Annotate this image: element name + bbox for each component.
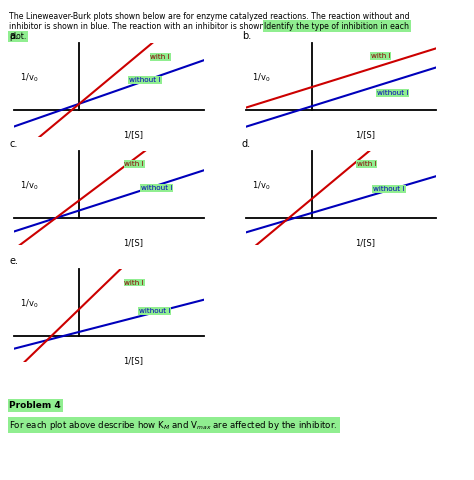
Text: a.: a. — [9, 31, 18, 41]
Text: with I: with I — [124, 280, 144, 286]
Text: Identify the type of inhibition in each: Identify the type of inhibition in each — [264, 22, 410, 31]
Text: 1/v$_0$: 1/v$_0$ — [20, 298, 39, 310]
Text: For each plot above describe how K$_M$ and V$_{max}$ are affected by the inhibit: For each plot above describe how K$_M$ a… — [9, 419, 338, 432]
Text: with I: with I — [371, 53, 391, 59]
Text: 1/[S]: 1/[S] — [123, 131, 143, 139]
Text: 1/[S]: 1/[S] — [355, 239, 375, 247]
Text: with I: with I — [357, 161, 376, 167]
Text: 1/v$_0$: 1/v$_0$ — [20, 72, 39, 84]
Text: e.: e. — [9, 256, 18, 266]
Text: plot.: plot. — [9, 32, 27, 41]
Text: c.: c. — [9, 139, 18, 149]
Text: 1/v$_0$: 1/v$_0$ — [20, 180, 39, 192]
Text: 1/[S]: 1/[S] — [123, 239, 143, 247]
Text: with I: with I — [151, 54, 170, 60]
Text: The Lineweaver-Burk plots shown below are for enzyme catalyzed reactions. The re: The Lineweaver-Burk plots shown below ar… — [9, 12, 410, 21]
Text: b.: b. — [242, 31, 251, 41]
Text: d.: d. — [242, 139, 251, 149]
Text: inhibitor is shown in blue. The reaction with an inhibitor is shown in red.: inhibitor is shown in blue. The reaction… — [9, 22, 295, 31]
Text: without I: without I — [129, 77, 161, 83]
Text: 1/v$_0$: 1/v$_0$ — [252, 72, 271, 84]
Text: 1/[S]: 1/[S] — [123, 356, 143, 365]
Text: without I: without I — [141, 185, 173, 191]
Text: 1/[S]: 1/[S] — [355, 131, 375, 139]
Text: with I: with I — [124, 161, 144, 167]
Text: without I: without I — [138, 308, 170, 313]
Text: Problem 4: Problem 4 — [9, 401, 61, 410]
Text: without I: without I — [377, 90, 408, 96]
Text: 1/v$_0$: 1/v$_0$ — [252, 180, 271, 192]
Text: without I: without I — [374, 186, 405, 192]
